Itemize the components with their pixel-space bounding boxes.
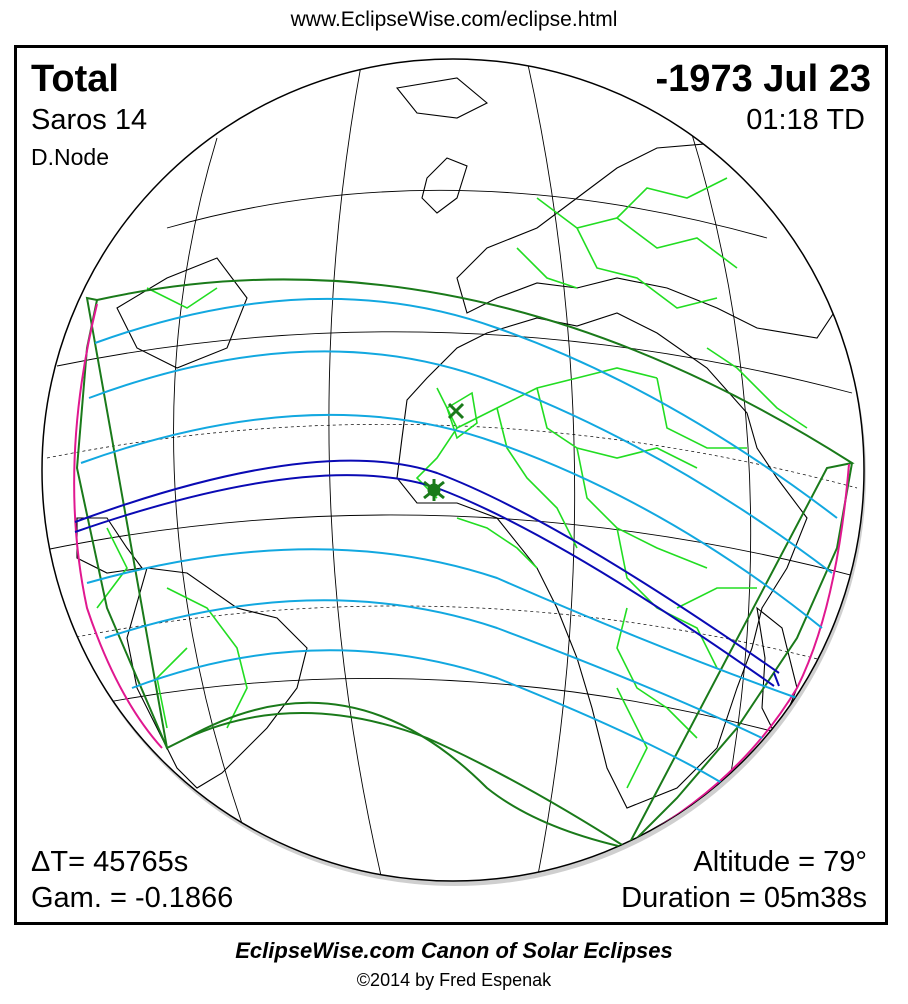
delta-t: ΔT= 45765s: [31, 846, 189, 878]
eclipse-map-frame: Total Saros 14 D.Node -1973 Jul 23 01:18…: [14, 45, 888, 925]
node-label: D.Node: [31, 144, 109, 170]
site-url: www.EclipseWise.com/eclipse.html: [290, 8, 618, 31]
gamma: Gam. = -0.1866: [31, 882, 234, 914]
eclipse-time: 01:18 TD: [746, 104, 865, 136]
penumbra-limit-east: [626, 462, 853, 849]
penumbra-limit: [85, 278, 855, 850]
eclipse-date: -1973 Jul 23: [655, 58, 871, 100]
country-borders: [96, 177, 808, 789]
eclipse-type: Total: [31, 58, 119, 100]
penumbra-limit-south: [186, 712, 628, 849]
greatest-duration-cross: [447, 402, 465, 420]
altitude: Altitude = 79°: [693, 846, 867, 878]
canon-title: EclipseWise.com Canon of Solar Eclipses: [235, 938, 673, 963]
sunrise-curve: [73, 303, 163, 749]
globe-map: [41, 58, 866, 886]
graticule: [44, 59, 863, 881]
sunset-curve: [621, 463, 850, 849]
tropics: [46, 423, 858, 669]
copyright: ©2014 by Fred Espenak: [356, 970, 552, 990]
globe-disk: [41, 58, 865, 882]
magnitude-lines: [80, 297, 838, 784]
duration: Duration = 05m38s: [621, 882, 867, 914]
coastlines: [76, 77, 838, 809]
saros-number: Saros 14: [31, 104, 148, 136]
greatest-eclipse-star: [423, 479, 445, 501]
